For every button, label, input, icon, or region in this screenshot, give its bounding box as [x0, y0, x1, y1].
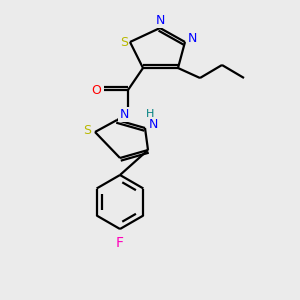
- Text: O: O: [91, 83, 101, 97]
- Text: N: N: [187, 32, 197, 44]
- Text: N: N: [148, 118, 158, 131]
- Text: N: N: [155, 14, 165, 26]
- Text: S: S: [83, 124, 91, 136]
- Text: H: H: [146, 109, 154, 119]
- Text: N: N: [119, 107, 129, 121]
- Text: F: F: [116, 236, 124, 250]
- Text: S: S: [120, 35, 128, 49]
